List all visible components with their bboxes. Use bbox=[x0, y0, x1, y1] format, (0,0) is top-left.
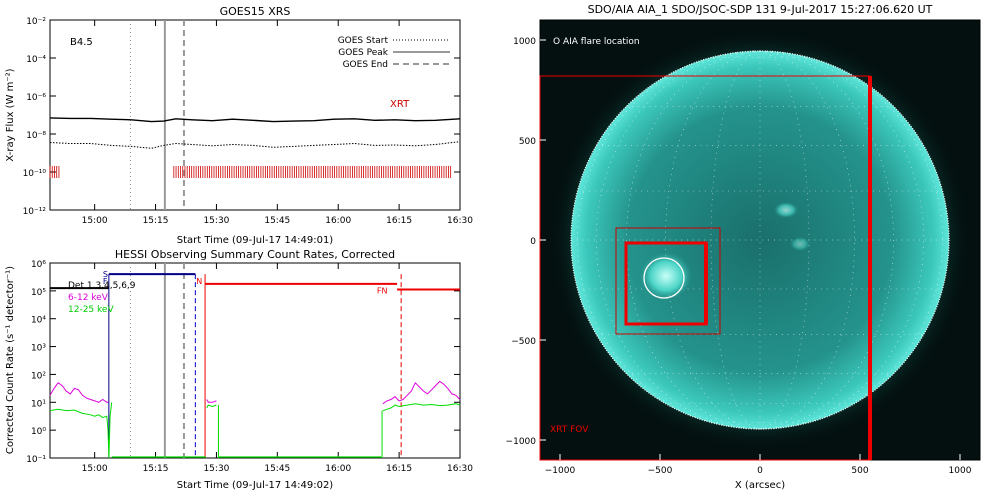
sun-limb bbox=[570, 50, 950, 430]
hessi-x-ticks: 15:00 15:15 15:30 15:45 16:00 16:15 16:30 bbox=[82, 263, 473, 474]
hessi-xtick-label: 16:00 bbox=[325, 464, 351, 474]
goes-xtick-label: 16:00 bbox=[325, 216, 351, 226]
hessi-flag-FN: FN bbox=[377, 287, 388, 296]
aia-ytick-label: −500 bbox=[511, 337, 536, 347]
hessi-series-6-12-keV bbox=[382, 380, 461, 405]
goes-title: GOES15 XRS bbox=[220, 5, 291, 18]
aia-xtick-label: 1000 bbox=[949, 466, 972, 476]
hessi-y-axis-label: Corrected Count Rate (s⁻¹ detector⁻¹) bbox=[5, 266, 16, 454]
goes-ytick-label: 10⁻⁴ bbox=[26, 55, 46, 65]
legend-goes-peak: GOES Peak bbox=[338, 48, 388, 58]
aia-ytick-label: −1000 bbox=[506, 437, 537, 447]
aia-xtick-label: −1000 bbox=[545, 466, 576, 476]
hessi-ytick-label: 10⁰ bbox=[31, 427, 46, 437]
goes-xtick-label: 15:00 bbox=[82, 216, 108, 226]
hessi-xtick-label: 15:00 bbox=[82, 464, 108, 474]
goes-ytick-label: 10⁻⁸ bbox=[26, 131, 46, 141]
hessi-series-12-25-keV bbox=[49, 402, 113, 459]
goes-ytick-label: 10⁻¹² bbox=[23, 207, 47, 217]
hessi-y-ticks: 10⁻¹ 10⁰ 10¹ 10² 10³ 10⁴ 10⁵ 10⁶ bbox=[26, 260, 460, 465]
hessi-title: HESSI Observing Summary Count Rates, Cor… bbox=[115, 248, 395, 261]
fov-box-hessi-outer bbox=[615, 227, 721, 335]
goes-ytick-label: 10⁻¹⁰ bbox=[23, 169, 47, 179]
hessi-flag-F: F bbox=[103, 277, 108, 286]
goes-xtick-label: 16:30 bbox=[447, 216, 473, 226]
legend-hessi-6-12: 6-12 keV bbox=[68, 293, 109, 303]
aia-xtick-label: −500 bbox=[648, 466, 673, 476]
sun-longitude-line bbox=[759, 50, 810, 430]
hessi-series-12-25-keV bbox=[206, 404, 217, 409]
goes-xtick-label: 15:30 bbox=[203, 216, 229, 226]
goes-x-axis-label: Start Time (09-Jul-17 14:49:01) bbox=[177, 235, 334, 246]
hessi-ytick-label: 10⁶ bbox=[31, 260, 46, 270]
aia-y-ticks: −1000 −500 0 500 1000 bbox=[506, 37, 546, 447]
hessi-ytick-label: 10¹ bbox=[31, 399, 46, 409]
hessi-x-axis-label: Start Time (09-Jul-17 14:49:02) bbox=[177, 480, 334, 491]
hessi-xtick-label: 15:15 bbox=[143, 464, 169, 474]
hessi-ytick-label: 10⁻¹ bbox=[26, 455, 46, 465]
goes-ytick-label: 10⁻⁶ bbox=[26, 93, 46, 103]
active-region bbox=[790, 237, 810, 251]
goes-plot-frame bbox=[49, 19, 461, 211]
goes-xtick-label: 15:15 bbox=[143, 216, 169, 226]
hessi-flag-N: N bbox=[196, 277, 202, 286]
goes-y-ticks: 10⁻¹² 10⁻¹⁰ 10⁻⁸ 10⁻⁶ 10⁻⁴ 10⁻² bbox=[23, 17, 460, 217]
aia-ytick-label: 1000 bbox=[513, 37, 536, 47]
hessi-series-6-12-keV bbox=[206, 399, 217, 403]
legend-goes-end: GOES End bbox=[343, 60, 388, 70]
goes-xtick-label: 15:45 bbox=[264, 216, 290, 226]
aia-xtick-label: 500 bbox=[851, 466, 868, 476]
hessi-event-lines bbox=[129, 263, 185, 458]
aia-ytick-label: 0 bbox=[530, 237, 536, 247]
hessi-state-lines bbox=[108, 274, 402, 458]
hessi-series bbox=[49, 380, 461, 459]
sun-longitude-line bbox=[710, 50, 761, 430]
hessi-plot-frame bbox=[49, 262, 461, 459]
legend-hessi-12-25: 12-25 keV bbox=[68, 305, 114, 315]
hessi-xtick-label: 16:15 bbox=[386, 464, 412, 474]
hessi-flag-labels: SF NFN bbox=[103, 270, 388, 296]
active-region bbox=[774, 202, 798, 218]
sun-disk bbox=[571, 51, 949, 429]
hessi-panel: HESSI Observing Summary Count Rates, Cor… bbox=[5, 248, 473, 491]
goes-xrt-label: XRT bbox=[390, 99, 410, 110]
goes-ytick-label: 10⁻² bbox=[26, 17, 46, 27]
goes-series bbox=[49, 117, 461, 149]
hessi-series-6-12-keV bbox=[49, 382, 109, 403]
goes-x-ticks: 15:00 15:15 15:30 15:45 16:00 16:15 16:30 bbox=[82, 20, 473, 226]
hessi-xtick-label: 16:30 bbox=[447, 464, 473, 474]
hessi-series-12-25-keV bbox=[382, 403, 461, 412]
hessi-state-segments bbox=[50, 273, 460, 291]
aia-xtick-label: 0 bbox=[757, 466, 763, 476]
hessi-legend: Det 1,3,4,5,6,9 6-12 keV 12-25 keV bbox=[68, 281, 136, 315]
hessi-xtick-label: 15:45 bbox=[264, 464, 290, 474]
hessi-ytick-label: 10⁴ bbox=[31, 316, 46, 326]
aia-panel: SDO/AIA AIA_1 SDO/JSOC-SDP 131 9-Jul-201… bbox=[506, 3, 981, 491]
legend-hessi-det: Det 1,3,4,5,6,9 bbox=[68, 281, 136, 291]
goes-panel: GOES15 XRS B4.5 X-ray Flux (W m⁻²) Start… bbox=[5, 5, 473, 246]
aia-flare-circle bbox=[643, 257, 685, 299]
aia-ytick-label: 500 bbox=[519, 137, 536, 147]
aia-x-axis-label: X (arcsec) bbox=[735, 480, 785, 491]
aia-image bbox=[539, 28, 972, 461]
goes-legend: GOES Start GOES Peak GOES End bbox=[338, 36, 450, 70]
goes-xrt-coverage bbox=[49, 166, 452, 178]
goes-series-long bbox=[49, 117, 461, 123]
hessi-xtick-label: 15:30 bbox=[203, 464, 229, 474]
goes-y-axis-label: X-ray Flux (W m⁻²) bbox=[5, 68, 16, 161]
aia-x-ticks: −1000 −500 0 500 1000 bbox=[545, 454, 972, 476]
goes-series-short bbox=[49, 141, 461, 149]
hessi-ytick-label: 10³ bbox=[31, 344, 46, 354]
goes-event-lines bbox=[129, 20, 185, 210]
hessi-ytick-label: 10⁵ bbox=[31, 288, 46, 298]
goes-class-label: B4.5 bbox=[70, 37, 93, 48]
goes-xtick-label: 16:15 bbox=[386, 216, 412, 226]
legend-goes-start: GOES Start bbox=[338, 36, 389, 46]
aia-xrt-fov-label: XRT FOV bbox=[550, 425, 589, 435]
aia-flare-legend: O AIA flare location bbox=[553, 37, 640, 47]
aia-title: SDO/AIA AIA_1 SDO/JSOC-SDP 131 9-Jul-201… bbox=[588, 3, 933, 16]
hessi-ytick-label: 10² bbox=[31, 371, 46, 381]
hessi-flag-S: S bbox=[103, 270, 108, 279]
